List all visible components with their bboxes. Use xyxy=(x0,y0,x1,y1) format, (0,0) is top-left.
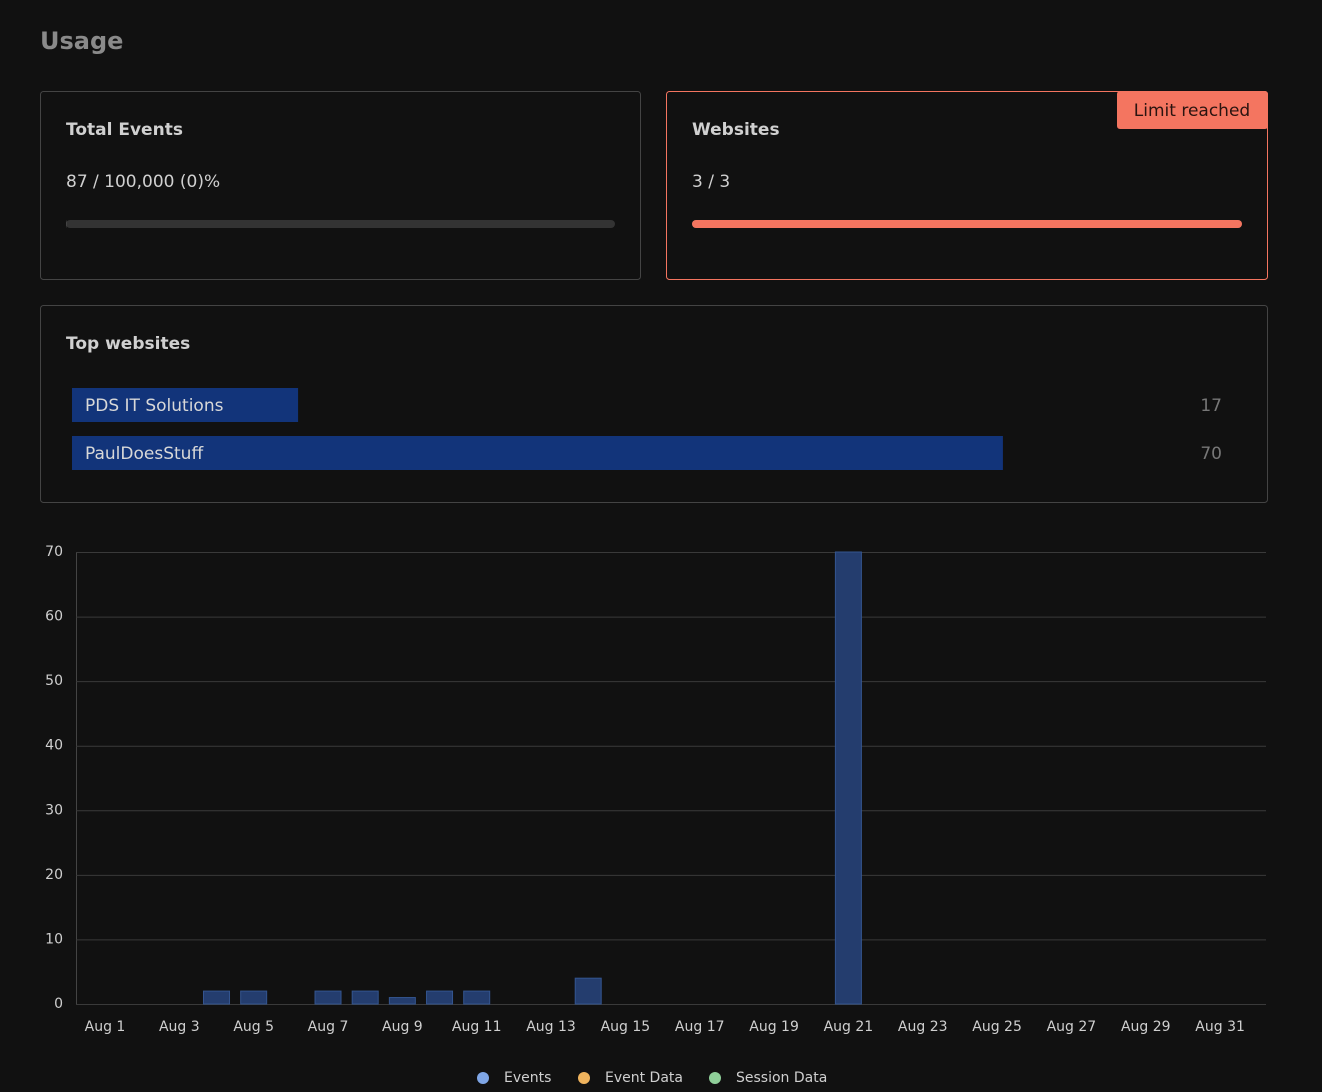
card xyxy=(40,91,641,280)
badge-text: Limit reached xyxy=(1134,101,1250,121)
bar xyxy=(351,990,379,1005)
y-tick-label: 60 xyxy=(45,609,63,625)
x-tick-label: Aug 31 xyxy=(1195,1019,1245,1035)
x-tick-label: Aug 15 xyxy=(601,1019,651,1035)
card-value: 87 / 100,000 (0)% xyxy=(66,172,220,192)
x-tick-label: Aug 1 xyxy=(85,1019,126,1035)
card xyxy=(666,91,1268,280)
x-tick-label: Aug 9 xyxy=(382,1019,423,1035)
x-tick-label: Aug 25 xyxy=(972,1019,1022,1035)
bar xyxy=(463,990,491,1005)
bar xyxy=(834,551,862,1005)
x-tick-label: Aug 5 xyxy=(233,1019,274,1035)
x-tick-label: Aug 11 xyxy=(452,1019,502,1035)
legend-swatch xyxy=(709,1072,721,1084)
card-title: Websites xyxy=(692,120,780,140)
x-tick-label: Aug 27 xyxy=(1047,1019,1097,1035)
legend-label: Session Data xyxy=(736,1070,827,1086)
website-value: 70 xyxy=(1200,444,1222,464)
card xyxy=(40,305,1268,503)
legend-label: Event Data xyxy=(605,1070,683,1086)
progress-fill xyxy=(692,220,1242,228)
page-title: Usage xyxy=(40,27,123,55)
card-title: Total Events xyxy=(66,120,183,140)
bar xyxy=(240,990,268,1005)
bar xyxy=(314,990,342,1005)
website-value: 17 xyxy=(1200,396,1222,416)
legend-swatch xyxy=(477,1072,489,1084)
x-tick-label: Aug 3 xyxy=(159,1019,200,1035)
legend-label: Events xyxy=(504,1070,551,1086)
y-tick-label: 20 xyxy=(45,867,63,883)
x-tick-label: Aug 17 xyxy=(675,1019,725,1035)
badge xyxy=(1117,91,1268,129)
y-tick-label: 10 xyxy=(45,931,63,947)
y-tick-label: 30 xyxy=(45,802,63,818)
website-bar xyxy=(72,436,1003,470)
x-tick-label: Aug 29 xyxy=(1121,1019,1171,1035)
x-tick-label: Aug 21 xyxy=(824,1019,874,1035)
bar xyxy=(203,990,231,1005)
progress-track xyxy=(66,220,615,228)
bar xyxy=(426,990,454,1005)
legend-swatch xyxy=(578,1072,590,1084)
y-tick-label: 70 xyxy=(45,544,63,560)
website-name: PDS IT Solutions xyxy=(85,396,224,416)
y-tick-label: 50 xyxy=(45,673,63,689)
x-tick-label: Aug 23 xyxy=(898,1019,948,1035)
card-value: 3 / 3 xyxy=(692,172,730,192)
y-tick-label: 40 xyxy=(45,738,63,754)
x-tick-label: Aug 13 xyxy=(526,1019,576,1035)
website-name: PaulDoesStuff xyxy=(85,444,204,464)
y-tick-label: 0 xyxy=(54,996,63,1012)
website-bar xyxy=(72,388,299,422)
x-tick-label: Aug 19 xyxy=(749,1019,799,1035)
x-tick-label: Aug 7 xyxy=(308,1019,349,1035)
bar xyxy=(388,997,416,1005)
bar xyxy=(574,977,602,1005)
card-title: Top websites xyxy=(66,334,190,354)
